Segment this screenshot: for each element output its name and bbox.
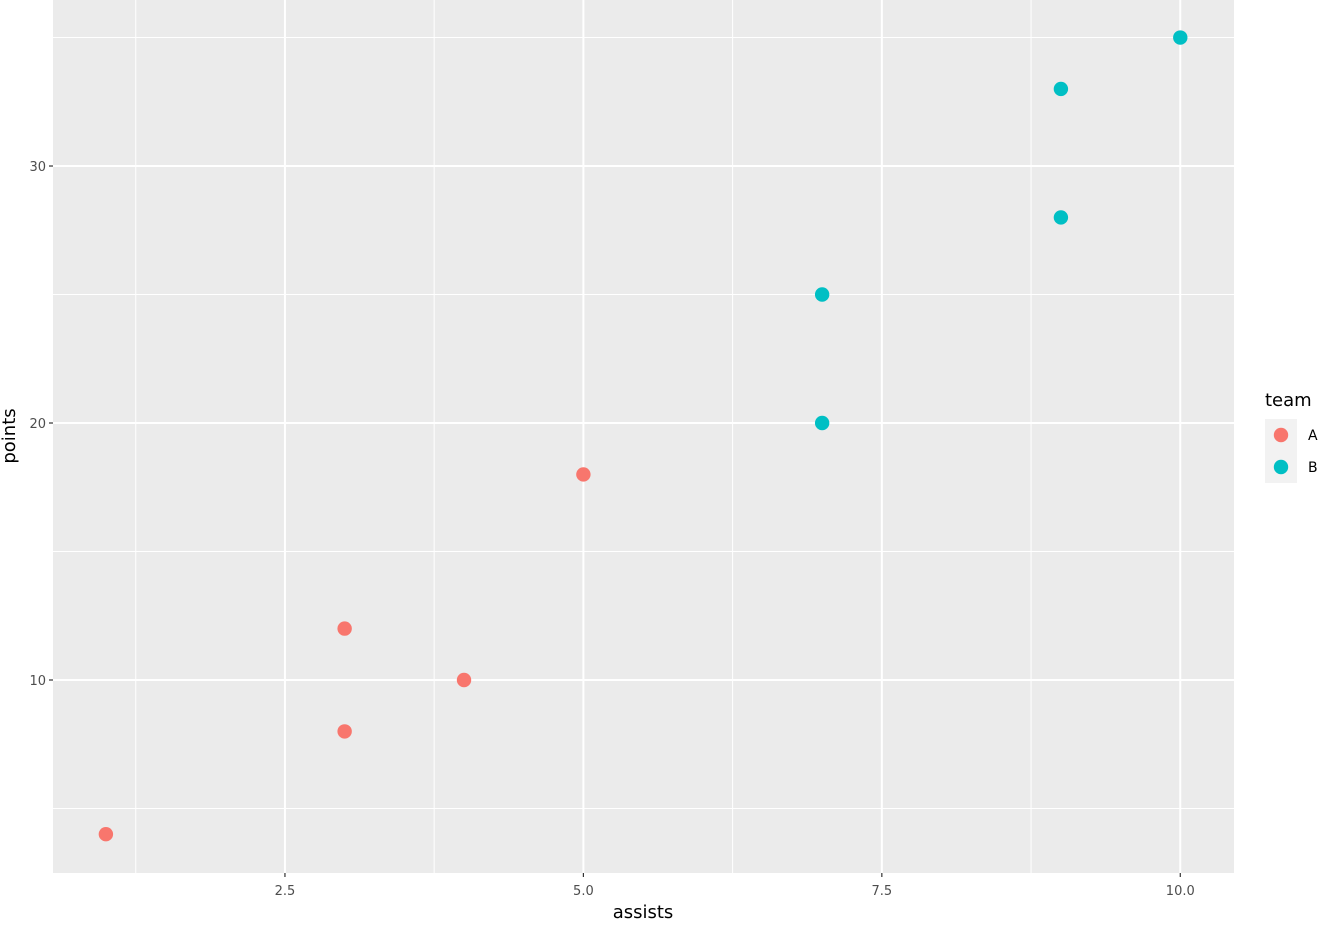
x-tick-label: 5.0 [573, 884, 594, 899]
data-points [98, 30, 1188, 842]
legend: team AB [1265, 390, 1318, 483]
data-point-team-a [456, 672, 472, 688]
data-point-team-b [1053, 210, 1069, 225]
data-point-team-a [98, 826, 114, 842]
major-gridlines [53, 0, 1234, 873]
y-tick-label: 20 [29, 417, 46, 432]
legend-key-b [1273, 459, 1289, 475]
y-axis: 10 20 30 [29, 160, 53, 689]
data-point-team-a [337, 621, 352, 636]
y-tick-label: 10 [29, 674, 46, 689]
x-tick-label: 10.0 [1166, 884, 1195, 899]
y-axis-title: points [0, 408, 20, 463]
legend-label-a: A [1308, 428, 1318, 444]
x-axis: 2.5 5.0 7.5 10.0 [275, 873, 1195, 899]
legend-label-b: B [1308, 460, 1318, 476]
data-point-team-b [814, 415, 830, 431]
data-point-team-b [814, 287, 830, 302]
minor-gridlines [53, 0, 1234, 873]
x-axis-title: assists [613, 902, 674, 923]
legend-key-a [1273, 427, 1289, 443]
x-tick-label: 2.5 [275, 884, 296, 899]
data-point-team-b [1053, 81, 1069, 97]
legend-title: team [1265, 390, 1312, 411]
plot-panel [53, 0, 1234, 873]
y-tick-label: 30 [29, 160, 46, 175]
data-point-team-a [337, 724, 352, 739]
data-point-team-b [1173, 30, 1188, 45]
data-point-team-a [576, 467, 591, 482]
x-tick-label: 7.5 [871, 884, 892, 899]
